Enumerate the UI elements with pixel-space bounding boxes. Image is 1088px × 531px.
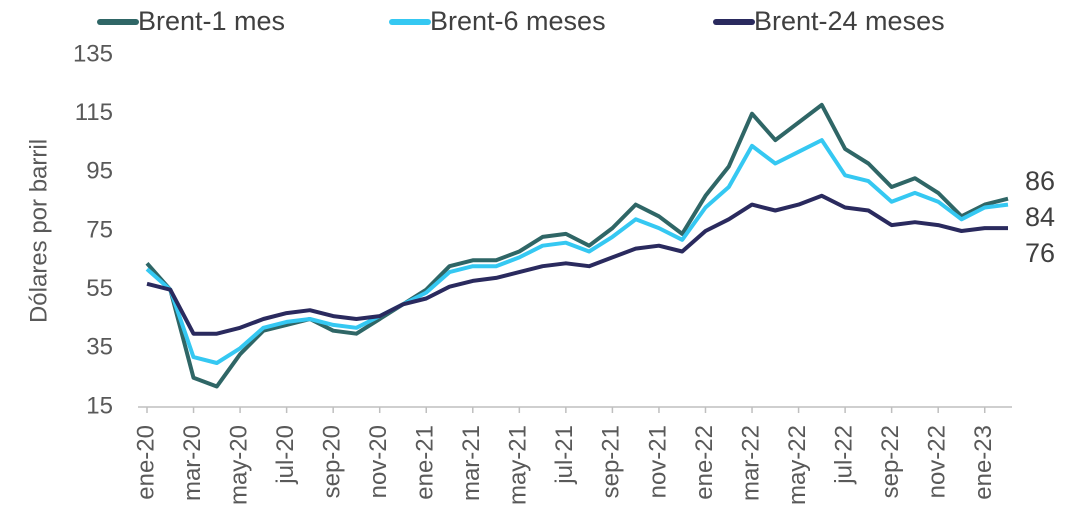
y-tick-label: 95 — [86, 158, 113, 185]
series-line — [145, 138, 1009, 365]
x-tick-label: nov-20 — [365, 425, 392, 498]
y-tick-label: 135 — [73, 40, 113, 67]
x-tick-label: may-21 — [505, 425, 532, 505]
series-line — [146, 193, 1008, 336]
x-tick-label: sep-22 — [877, 425, 904, 498]
x-tick-label: ene-22 — [691, 425, 718, 500]
y-tick-label: 115 — [75, 99, 113, 126]
x-tick-label: jul-21 — [551, 425, 578, 485]
x-tick-label: may-20 — [225, 425, 252, 505]
end-value-label: 76 — [1025, 238, 1055, 268]
y-tick-label: 15 — [86, 392, 113, 419]
y-tick-label: 55 — [86, 275, 113, 302]
x-tick-label: nov-21 — [644, 425, 671, 498]
x-tick-label: sep-21 — [598, 425, 625, 498]
y-axis-label: Dólares por barril — [25, 139, 52, 323]
x-tick-label: jul-20 — [272, 425, 299, 485]
x-tick-label: mar-22 — [737, 425, 764, 501]
y-tick-label: 35 — [86, 334, 113, 361]
x-tick-label: ene-21 — [412, 425, 439, 500]
x-tick-label: jul-22 — [830, 425, 857, 485]
x-tick-label: may-22 — [784, 425, 811, 505]
x-tick-label: nov-22 — [924, 425, 951, 498]
end-value-label: 84 — [1025, 202, 1055, 232]
x-tick-label: mar-20 — [179, 425, 206, 501]
legend-label: Brent-24 meses — [754, 6, 945, 36]
x-tick-label: ene-20 — [132, 425, 159, 500]
series-line — [145, 102, 1009, 389]
x-tick-label: ene-23 — [970, 425, 997, 500]
x-tick-label: sep-20 — [319, 425, 346, 498]
end-value-label: 86 — [1025, 166, 1055, 196]
legend-label: Brent-1 mes — [138, 6, 285, 36]
x-tick-label: mar-21 — [458, 425, 485, 501]
y-tick-label: 75 — [86, 216, 113, 243]
legend-label: Brent-6 meses — [430, 6, 606, 36]
